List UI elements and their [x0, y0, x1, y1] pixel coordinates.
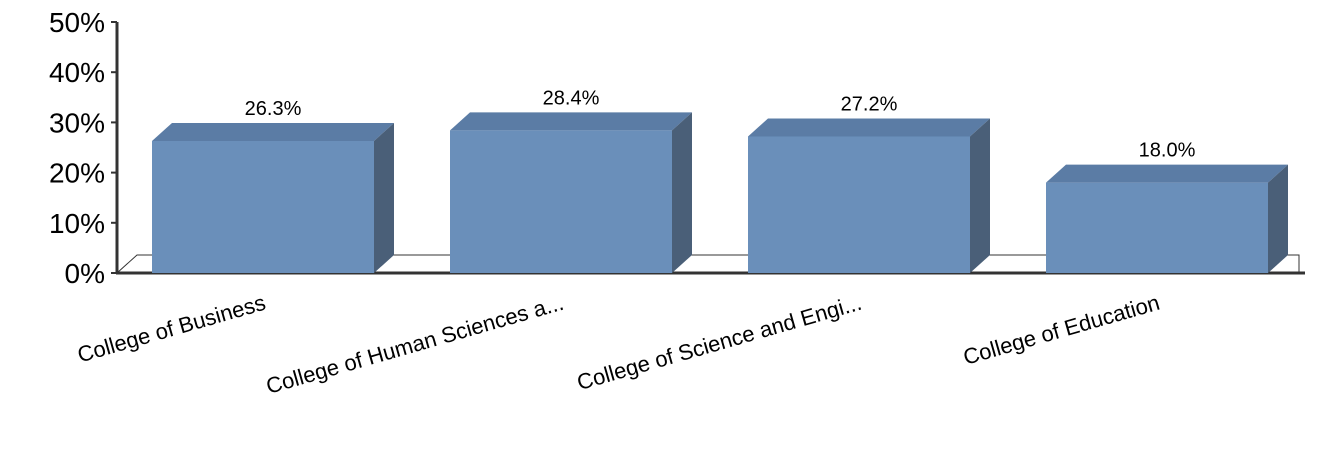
x-category-label: College of Business: [75, 290, 269, 368]
bar: [152, 122, 394, 273]
bar-side: [672, 112, 692, 273]
x-category-label: College of Science and Engi...: [574, 290, 864, 395]
bar-side: [1268, 164, 1288, 273]
data-label: 18.0%: [1139, 140, 1196, 162]
bar-side: [970, 118, 990, 274]
x-category-label: College of Education: [960, 290, 1162, 370]
bar-front: [450, 130, 672, 273]
bar-top: [152, 122, 394, 141]
y-tick-label: 40%: [49, 57, 105, 88]
data-label: 26.3%: [245, 98, 302, 120]
y-tick-label: 20%: [49, 158, 105, 189]
bars: [152, 112, 1288, 274]
bar: [450, 112, 692, 273]
y-tick-label: 0%: [65, 258, 105, 289]
y-axis-ticks: 0% 10% 20% 30% 40% 50%: [49, 7, 117, 289]
x-category-label: College of Human Sciences a...: [263, 290, 566, 399]
bar: [748, 118, 990, 274]
bar: [1046, 164, 1288, 273]
bar-front: [152, 140, 374, 273]
y-tick-label: 50%: [49, 7, 105, 38]
data-label: 28.4%: [543, 87, 600, 109]
y-tick-label: 10%: [49, 208, 105, 239]
data-labels: 26.3% 28.4% 27.2% 18.0%: [245, 87, 1196, 161]
bar-top: [748, 118, 990, 137]
y-tick-label: 30%: [49, 107, 105, 138]
bar-front: [748, 136, 970, 273]
bar-top: [1046, 164, 1288, 183]
data-label: 27.2%: [841, 93, 898, 115]
bar-side: [374, 122, 394, 273]
bar-top: [450, 112, 692, 131]
bar-front: [1046, 182, 1268, 273]
